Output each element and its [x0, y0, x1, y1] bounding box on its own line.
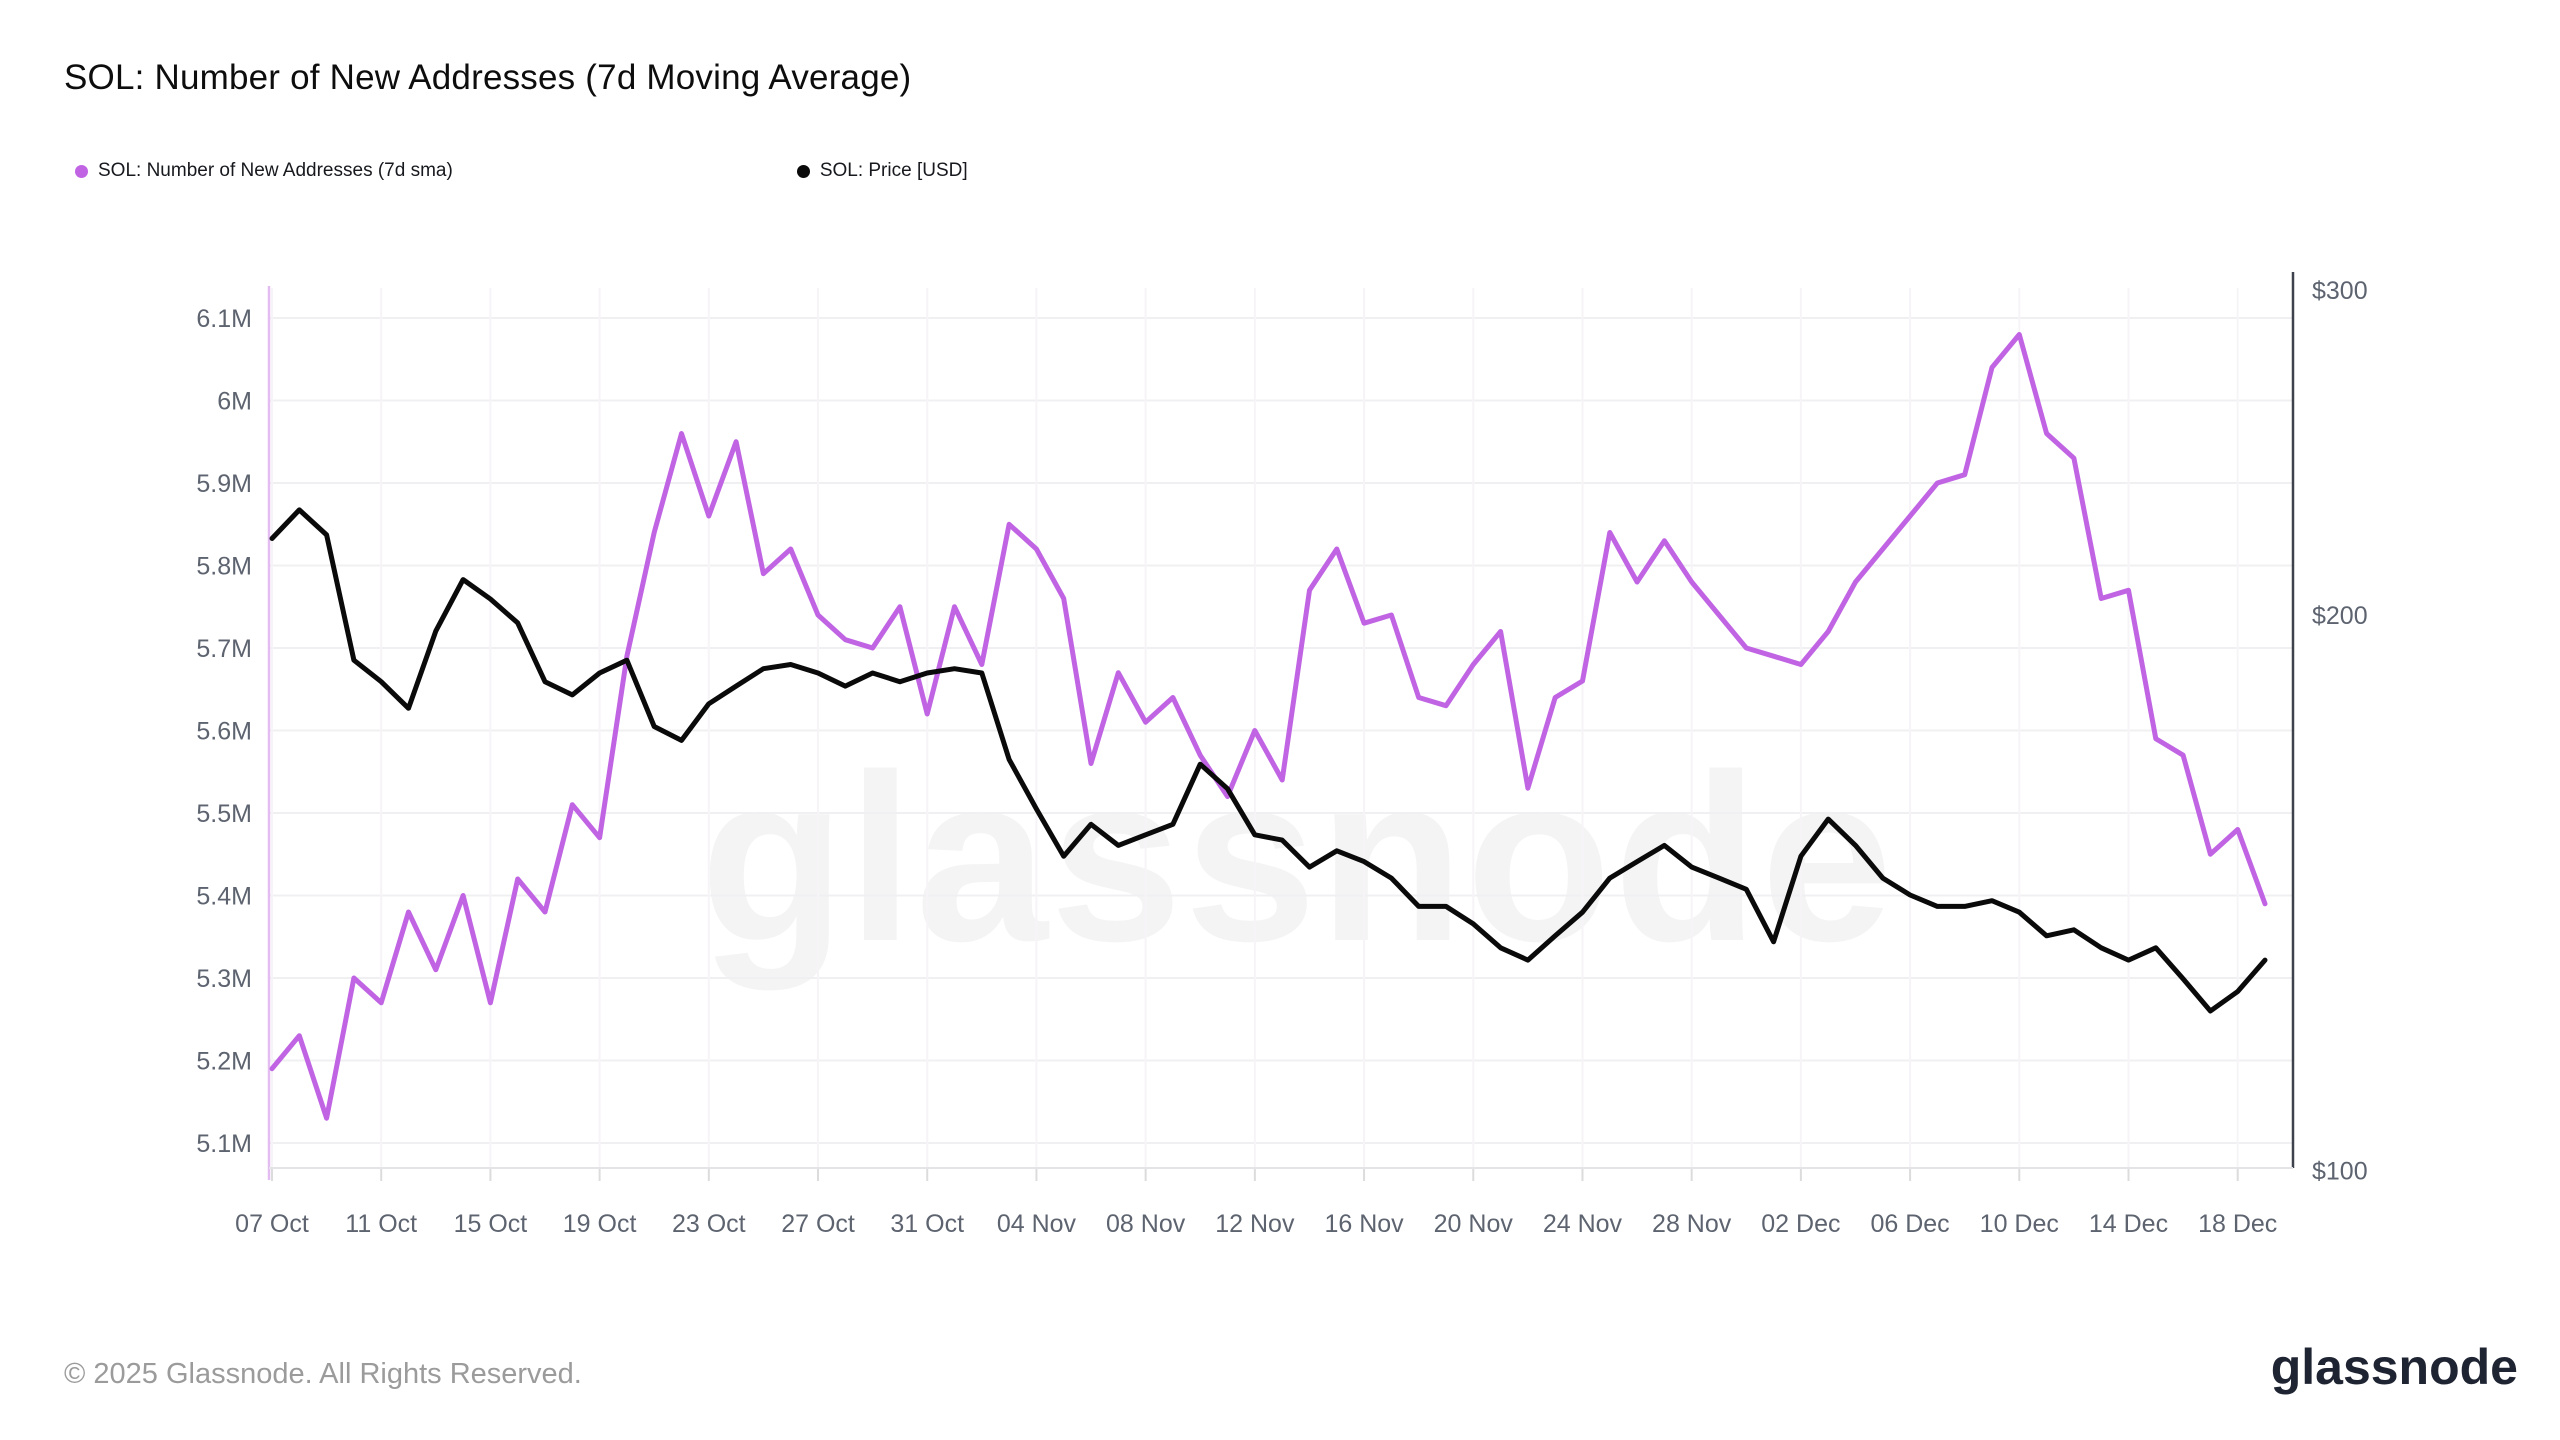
y-axis-left-tick-label: 5.2M [196, 1048, 252, 1076]
x-axis-tick-label: 18 Dec [2198, 1210, 2277, 1238]
legend-item-new-addresses[interactable]: SOL: Number of New Addresses (7d sma) [75, 160, 453, 182]
x-axis-tick-label: 24 Nov [1543, 1210, 1623, 1238]
legend-item-label: SOL: Number of New Addresses (7d sma) [98, 160, 453, 181]
x-axis-tick-label: 04 Nov [997, 1210, 1077, 1238]
y-axis-left-tick-label: 5.1M [196, 1130, 252, 1158]
x-axis-tick-label: 16 Nov [1324, 1210, 1404, 1238]
x-axis-tick-label: 27 Oct [781, 1210, 855, 1238]
y-axis-left-tick-label: 5.5M [196, 800, 252, 828]
x-axis-tick-label: 19 Oct [563, 1210, 637, 1238]
x-axis-tick-label: 12 Nov [1215, 1210, 1295, 1238]
y-axis-right-tick-label: $200 [2312, 602, 2368, 630]
x-axis-tick-label: 11 Oct [345, 1210, 417, 1238]
series-line [269, 332, 2268, 1121]
axis-lines [267, 272, 2295, 1181]
x-axis-tick-label: 28 Nov [1652, 1210, 1732, 1238]
y-axis-left-tick-label: 5.8M [196, 553, 252, 581]
legend-item-price[interactable]: SOL: Price [USD] [796, 160, 968, 182]
x-axis-tick-label: 23 Oct [672, 1210, 746, 1238]
x-axis-tick-label: 06 Dec [1870, 1210, 1949, 1238]
legend-color-dot-icon [796, 164, 810, 178]
y-axis-left-tick-label: 5.7M [196, 635, 252, 663]
legend-item-label: SOL: Price [USD] [819, 160, 968, 181]
glassnode-logo: glassnode [2270, 1339, 2518, 1395]
y-axis-left-tick-label: 5.6M [196, 718, 252, 746]
x-axis-tick-label: 31 Oct [890, 1210, 964, 1238]
gridlines [269, 288, 2293, 1168]
x-axis-tick-label: 07 Oct [235, 1210, 309, 1238]
x-axis-tick-label: 08 Nov [1106, 1210, 1186, 1238]
x-axis-tick-label: 15 Oct [454, 1210, 528, 1238]
legend-color-dot-icon [75, 164, 88, 178]
x-axis-tick-label: 10 Dec [1980, 1210, 2059, 1238]
y-axis-left-tick-label: 5.9M [196, 470, 252, 498]
axis-tick-labels: 6.1M 6M 5.9M 5.8M 5.7M 5.6M 5.5M 5.4M 5.3M 5.2M 5.… [196, 277, 2367, 1238]
glassnode-watermark: glassnode [700, 726, 1896, 991]
data-series-lines [269, 332, 2268, 1121]
y-axis-left-tick-label: 5.4M [196, 883, 252, 911]
y-axis-left-tick-label: 5.3M [196, 965, 252, 993]
y-axis-left-tick-label: 6.1M [196, 305, 252, 333]
x-axis-tick-label: 02 Dec [1761, 1210, 1840, 1238]
x-axis-tick-label: 20 Nov [1434, 1210, 1514, 1238]
chart-legend: SOL: Number of New Addresses (7d sma) SO… [75, 160, 968, 182]
y-axis-right-tick-label: $300 [2312, 277, 2368, 305]
page-title: SOL: Number of New Addresses (7d Moving … [64, 58, 912, 97]
y-axis-left-tick-label: 6M [217, 388, 252, 416]
y-axis-right-tick-label: $100 [2312, 1157, 2368, 1185]
series-line [269, 507, 2268, 1014]
x-axis-tick-label: 14 Dec [2089, 1210, 2168, 1238]
copyright-text: © 2025 Glassnode. All Rights Reserved. [64, 1358, 582, 1390]
